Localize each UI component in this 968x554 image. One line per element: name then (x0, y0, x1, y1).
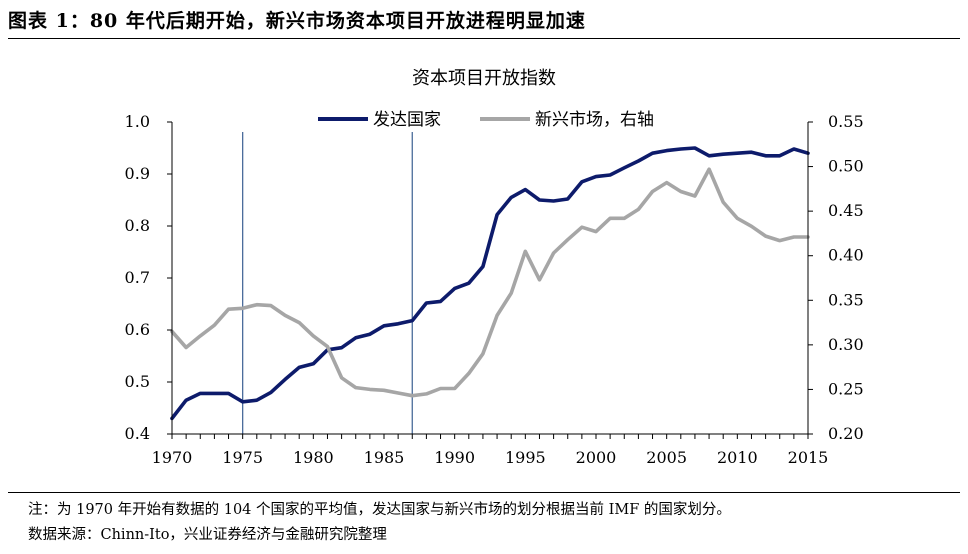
y-right-tick-label: 0.25 (828, 379, 864, 398)
y-right-tick-label: 0.20 (828, 424, 864, 443)
x-tick-label: 1985 (364, 448, 405, 467)
y-right-tick-label: 0.35 (828, 290, 864, 309)
capital-account-openness-chart: 资本项目开放指数 1.0 0.9 0.8 0.7 0.6 0.5 0.4 0.55 0.50 0.… (125, 68, 864, 467)
chart-note: 注：为 1970 年开始有数据的 104 个国家的平均值，发达国家与新兴市场的划… (28, 502, 731, 518)
y-right-tick-label: 0.55 (828, 112, 864, 131)
x-tick-label: 1975 (222, 448, 263, 467)
data-source: 数据来源：Chinn-Ito，兴业证券经济与金融研究院整理 (28, 527, 387, 543)
y-right-tick-label: 0.30 (828, 335, 864, 354)
y-left-tick-label: 0.8 (125, 216, 150, 235)
y-left-tick-label: 0.5 (125, 372, 150, 391)
footer-divider (8, 492, 960, 493)
x-tick-label: 2005 (646, 448, 687, 467)
chart-title: 资本项目开放指数 (412, 68, 556, 89)
x-tick-label: 2010 (717, 448, 758, 467)
x-tick-label: 1995 (505, 448, 546, 467)
emerging-markets-series-line (170, 167, 810, 398)
x-tick-label: 1980 (293, 448, 334, 467)
y-right-tick-label: 0.50 (828, 157, 864, 176)
x-tick-label: 1970 (152, 448, 193, 467)
x-tick-label: 2000 (576, 448, 617, 467)
y-left-tick-label: 0.9 (125, 164, 150, 183)
legend-label-developed: 发达国家 (373, 110, 441, 130)
x-tick-label: 1990 (434, 448, 475, 467)
y-right-tick-label: 0.45 (828, 201, 864, 220)
header-divider (8, 38, 960, 39)
y-left-tick-label: 0.4 (125, 424, 150, 443)
x-tick-label: 2015 (788, 448, 829, 467)
y-right-tick-label: 0.40 (828, 246, 864, 265)
y-left-tick-label: 0.7 (125, 268, 150, 287)
y-left-tick-label: 1.0 (125, 112, 150, 131)
y-left-tick-label: 0.6 (125, 320, 150, 339)
legend-label-emerging: 新兴市场，右轴 (535, 110, 654, 130)
developed-countries-series-line (170, 146, 810, 421)
page-title: 图表 1：80 年代后期开始，新兴市场资本项目开放进程明显加速 (8, 10, 586, 32)
